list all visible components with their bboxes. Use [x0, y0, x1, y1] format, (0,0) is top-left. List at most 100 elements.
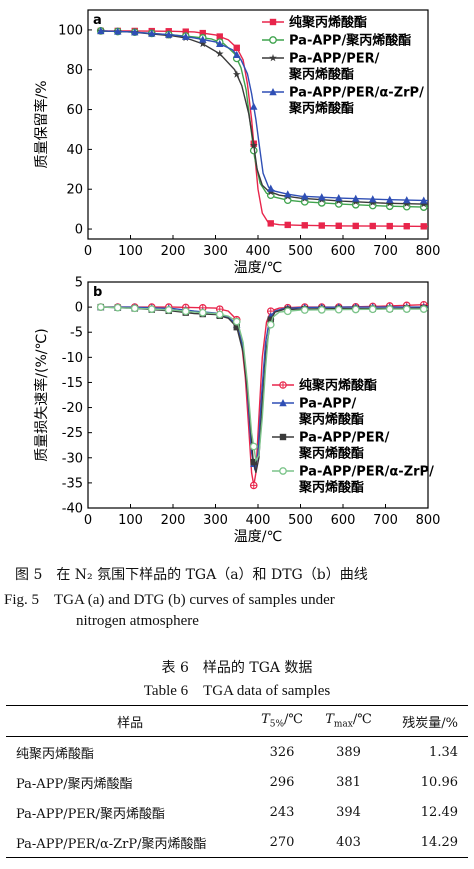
y-tick-label: -30	[62, 451, 83, 466]
series-line	[100, 30, 429, 202]
legend-label: 聚丙烯酸酯	[288, 67, 354, 83]
figure-caption-cn: 图 5 在 N₂ 氛围下样品的 TGA（a）和 DTG（b）曲线	[15, 567, 368, 583]
data-point	[232, 317, 241, 326]
dtg-chart-panel-b: 0 100 200 300 400 500 600 700 800 5 0 -5 -10 -15 -20 -2…	[33, 276, 440, 546]
data-point	[386, 195, 394, 203]
cell-sample: Pa-APP/聚丙烯酸酯	[16, 776, 133, 792]
y-tick-label: -10	[62, 351, 83, 366]
data-point	[386, 222, 393, 230]
x-tick-label: 300	[203, 513, 228, 528]
cell-t5: 296	[269, 774, 295, 790]
legend-marker	[279, 433, 287, 441]
data-point	[369, 222, 376, 230]
data-point	[402, 305, 411, 313]
legend-label: 纯聚丙烯酸酯	[299, 378, 377, 394]
data-point	[97, 26, 105, 35]
x-tick-label: 100	[118, 244, 143, 259]
data-point	[420, 196, 428, 204]
cell-t5: 243	[269, 804, 295, 820]
data-point	[267, 220, 274, 227]
data-point	[318, 222, 325, 229]
data-point	[351, 305, 360, 314]
cell-residue: 1.34	[429, 744, 458, 760]
data-point	[301, 222, 308, 229]
data-point	[318, 193, 326, 201]
col-header-t5: T5%/℃	[261, 712, 303, 730]
cell-sample: Pa-APP/PER/α-ZrP/聚丙烯酸酯	[16, 836, 207, 852]
col-header-sample: 样品	[117, 715, 144, 731]
x-tick-label: 0	[84, 513, 92, 528]
data-point	[284, 190, 292, 198]
cell-t5: 326	[269, 744, 295, 760]
data-point	[198, 39, 207, 48]
data-point	[131, 28, 139, 36]
table-header-row: 样品 T5%/℃ Tmax/℃ 残炭量/%	[6, 705, 468, 737]
x-tick-label: 800	[416, 513, 441, 528]
x-tick-label: 700	[373, 513, 398, 528]
data-point	[113, 303, 122, 312]
data-point	[402, 199, 411, 207]
legend-label: Pa-APP/PER/α-ZrP/	[289, 86, 424, 101]
y-tick-label: 20	[66, 183, 83, 198]
y-tick-label: -20	[62, 401, 83, 416]
data-point	[165, 30, 173, 38]
x-tick-label: 500	[288, 244, 313, 259]
data-point	[267, 184, 275, 192]
data-point	[317, 306, 326, 314]
y-tick-label: -35	[62, 476, 83, 491]
y-tick-label: -5	[70, 326, 83, 341]
table-title-en: Table 6 TGA data of samples	[143, 683, 331, 699]
data-point	[266, 320, 275, 329]
table-title-cn: 表 6 样品的 TGA 数据	[161, 660, 313, 676]
data-point	[403, 223, 410, 230]
x-axis-label: 温度/℃	[234, 529, 282, 545]
data-point	[199, 35, 207, 43]
legend-label: 聚丙烯酸酯	[298, 480, 364, 496]
data-point	[420, 223, 427, 230]
y-tick-label: 0	[75, 301, 83, 316]
col-header-residue: 残炭量/%	[402, 715, 458, 731]
cell-residue: 14.29	[420, 834, 458, 850]
cell-residue: 12.49	[420, 804, 458, 820]
y-axis-label: 质量损失速率/(%/℃)	[33, 328, 50, 461]
figure-caption-en-line2: nitrogen atmosphere	[76, 613, 199, 629]
legend-label: 聚丙烯酸酯	[298, 446, 364, 462]
plot-frame	[87, 281, 429, 509]
cell-tmax: 381	[336, 774, 361, 790]
data-point	[199, 29, 206, 37]
table-row: Pa-APP/聚丙烯酸酯 296 381 10.96	[6, 767, 468, 797]
x-tick-label: 0	[84, 244, 92, 259]
legend-label: 聚丙烯酸酯	[298, 412, 364, 428]
x-tick-label: 400	[246, 244, 271, 259]
data-point	[216, 33, 223, 40]
data-point	[148, 29, 156, 37]
table-row: Pa-APP/PER/α-ZrP/聚丙烯酸酯 270 403 14.29	[6, 827, 468, 858]
panel-letter: b	[93, 285, 102, 300]
data-point	[284, 221, 291, 229]
data-point	[216, 39, 224, 48]
data-point	[335, 193, 343, 202]
data-point	[181, 307, 190, 316]
y-tick-label: 60	[66, 103, 83, 118]
data-point	[232, 70, 241, 78]
data-point	[96, 303, 105, 311]
y-tick-label: 100	[58, 23, 83, 38]
data-point	[233, 324, 240, 331]
data-point	[419, 200, 428, 208]
data-point	[233, 44, 240, 52]
x-axis-label: 温度/℃	[234, 260, 282, 276]
data-point	[352, 194, 360, 202]
data-point	[249, 141, 258, 149]
legend-marker	[279, 381, 287, 389]
x-tick-label: 200	[161, 513, 186, 528]
table-row: Pa-APP/PER/聚丙烯酸酯 243 394 12.49	[6, 797, 468, 827]
x-tick-label: 100	[118, 513, 143, 528]
y-tick-label: 5	[75, 276, 83, 291]
legend-marker	[269, 88, 277, 96]
data-point	[385, 199, 394, 207]
data-point	[182, 32, 190, 40]
legend-label: 聚丙烯酸酯	[288, 101, 354, 117]
table-row: 纯聚丙烯酸酯 326 389 1.34	[6, 737, 468, 768]
cell-tmax: 389	[336, 744, 361, 760]
data-point	[130, 304, 139, 313]
